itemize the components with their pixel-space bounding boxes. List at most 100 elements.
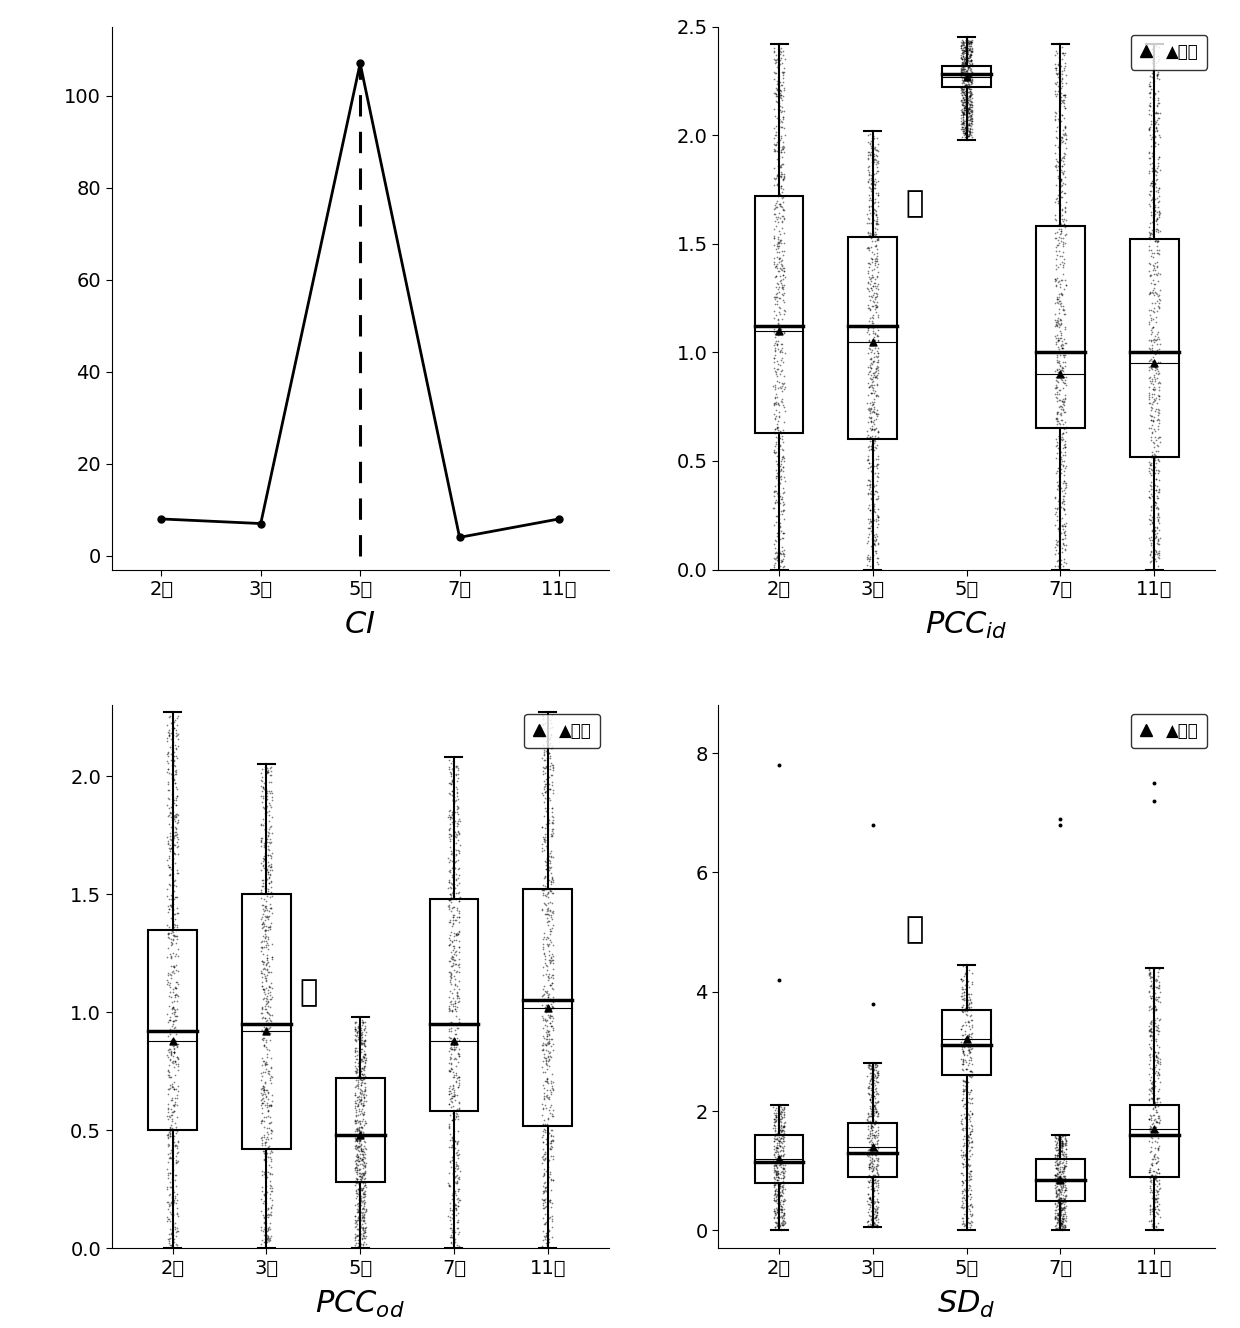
Point — [774, 283, 794, 304]
Point — [533, 938, 553, 959]
Point — [543, 757, 563, 778]
Point — [440, 784, 460, 805]
Point — [765, 505, 785, 526]
Point — [253, 797, 273, 818]
Point — [1148, 459, 1168, 481]
Point — [864, 396, 884, 417]
Point — [1049, 1130, 1069, 1151]
Point — [868, 170, 888, 191]
Point — [351, 1116, 371, 1137]
Point — [257, 999, 277, 1020]
Point — [862, 436, 882, 457]
Point — [951, 113, 971, 134]
Point — [867, 341, 887, 363]
Point — [1149, 1009, 1169, 1031]
Point — [439, 1060, 459, 1081]
Point — [1047, 386, 1066, 408]
Point — [253, 1084, 273, 1105]
Point — [347, 1130, 367, 1151]
Point — [1146, 388, 1166, 409]
Point — [1045, 503, 1065, 525]
Point — [1054, 1187, 1074, 1208]
Point — [539, 975, 559, 996]
Point — [255, 1165, 275, 1186]
Point — [770, 1102, 790, 1123]
Point — [449, 1072, 469, 1093]
Point — [1147, 1146, 1167, 1167]
Point — [164, 1045, 184, 1066]
Point — [1147, 231, 1167, 252]
Point — [954, 118, 973, 139]
Point — [1141, 96, 1161, 117]
Point — [773, 1211, 792, 1232]
Point — [956, 1212, 976, 1234]
Point — [257, 950, 277, 971]
Point — [1148, 360, 1168, 381]
Point — [1149, 1206, 1169, 1227]
Point — [250, 770, 270, 791]
Point — [764, 300, 784, 321]
Point — [771, 186, 791, 207]
Point — [769, 485, 789, 506]
Point — [773, 1210, 792, 1231]
Point — [1047, 448, 1066, 469]
Point — [159, 927, 179, 948]
Point — [1053, 429, 1073, 450]
Point — [768, 1138, 787, 1159]
Point — [1138, 1033, 1158, 1054]
Point — [1053, 1208, 1073, 1230]
Point — [862, 130, 882, 151]
Point — [1052, 175, 1071, 197]
Point — [262, 1181, 281, 1202]
Point — [1048, 109, 1068, 130]
Point — [443, 983, 463, 1004]
Point — [164, 1001, 184, 1023]
Point — [543, 1017, 563, 1038]
Point — [1146, 999, 1166, 1020]
Point — [766, 1138, 786, 1159]
Point — [774, 1161, 794, 1182]
Point — [1055, 412, 1075, 433]
Point — [959, 993, 978, 1015]
Point — [166, 813, 186, 834]
Point — [1055, 389, 1075, 410]
Point — [533, 1038, 553, 1060]
Point — [1047, 64, 1066, 85]
Point — [764, 404, 784, 425]
Point — [539, 1161, 559, 1182]
Point — [858, 295, 878, 316]
Point — [262, 961, 281, 983]
Point — [260, 892, 280, 914]
Point — [1143, 432, 1163, 453]
Point — [864, 534, 884, 555]
Point — [867, 266, 887, 287]
Point — [1045, 106, 1065, 127]
Point — [773, 1207, 792, 1228]
Point — [1141, 113, 1161, 134]
Point — [1047, 413, 1066, 434]
Point — [1048, 1189, 1068, 1210]
Point — [165, 1065, 185, 1086]
Point — [952, 35, 972, 56]
Point — [537, 733, 557, 754]
Point — [859, 1170, 879, 1191]
Point — [167, 778, 187, 799]
Point — [167, 1142, 187, 1163]
Point — [1052, 105, 1071, 126]
Point — [537, 818, 557, 839]
Point — [445, 1165, 465, 1186]
Point — [161, 1089, 181, 1110]
Point — [769, 1126, 789, 1147]
Point — [1143, 448, 1163, 469]
Point — [439, 1175, 459, 1197]
Point — [1149, 147, 1169, 169]
Point — [443, 904, 463, 926]
Point — [536, 1171, 556, 1193]
Point — [773, 491, 792, 513]
Point — [773, 1108, 792, 1129]
Point — [765, 481, 785, 502]
Point — [252, 1003, 272, 1024]
Point — [956, 118, 976, 139]
Point — [1145, 50, 1164, 72]
Point — [1142, 1021, 1162, 1042]
